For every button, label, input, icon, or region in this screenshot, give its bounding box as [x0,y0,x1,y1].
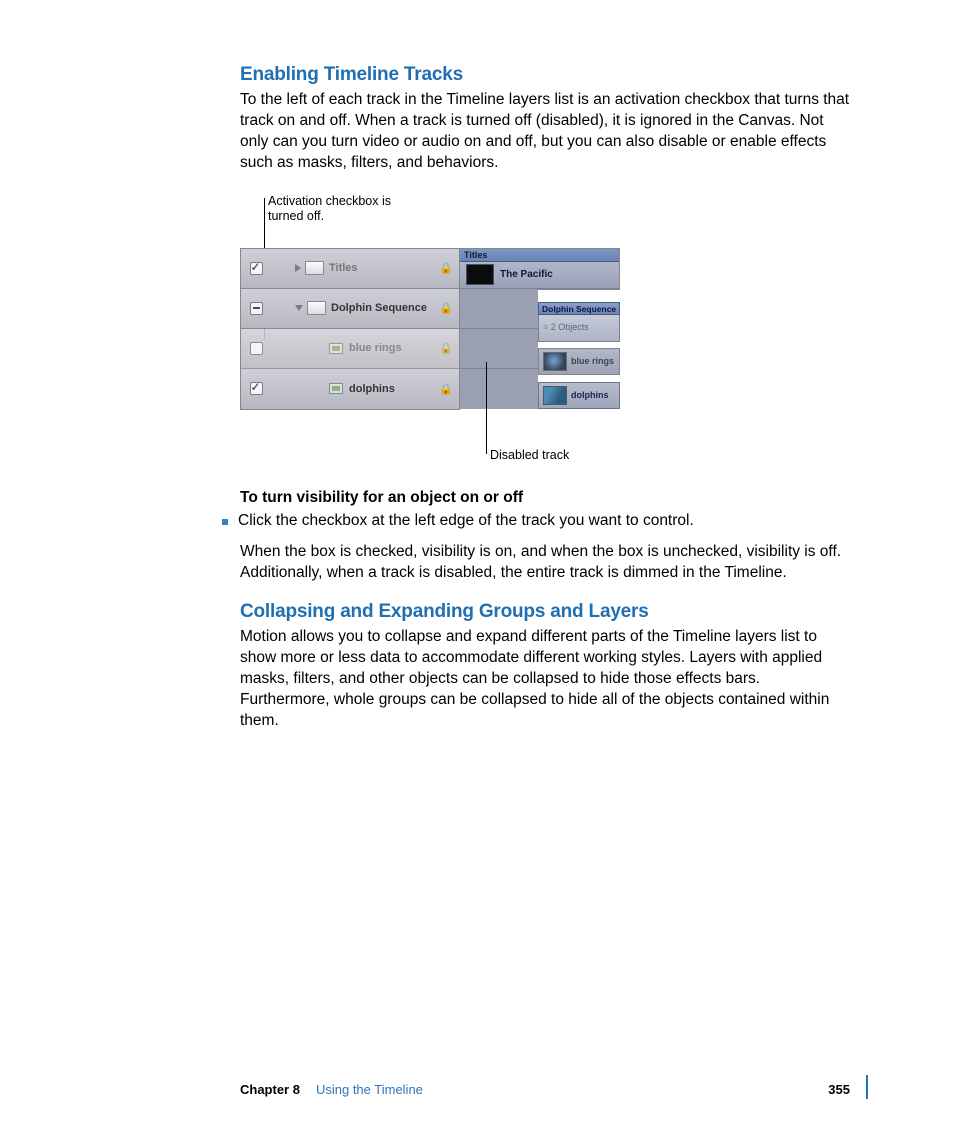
lock-icon[interactable]: 🔒 [439,262,453,275]
group-icon [306,262,323,274]
checkbox-dolphins[interactable] [250,382,263,395]
track-clip-pacific[interactable]: The Pacific [460,262,619,289]
row-label: Titles [329,262,358,274]
row-label: dolphins [349,383,395,395]
callout-activation-off: Activation checkbox is turned off. [268,194,428,225]
track-empty [460,369,538,409]
procedure-heading: To turn visibility for an object on or o… [240,489,850,507]
para-collapsing: Motion allows you to collapse and expand… [240,627,850,732]
page-content: Enabling Timeline Tracks To the left of … [240,64,850,746]
callout-line-bottom [486,362,487,454]
track-clip-dolphins[interactable]: dolphins [538,382,620,409]
step-text: Click the checkbox at the left edge of t… [238,511,694,532]
layer-row-blue-rings[interactable]: blue rings 🔒 [241,329,459,369]
disclosure-icon[interactable] [295,264,301,272]
para-enabling-tracks: To the left of each track in the Timelin… [240,90,850,174]
layer-row-titles[interactable]: Titles 🔒 [241,249,459,289]
callout-disabled-track: Disabled track [490,448,569,462]
clip-thumbnail [466,264,494,285]
figure-timeline: Activation checkbox is turned off. Title… [240,194,850,469]
lock-icon[interactable]: 🔒 [439,382,453,395]
lock-icon[interactable]: 🔒 [439,302,453,315]
clip-label: dolphins [571,390,609,400]
footer-chapter: Chapter 8 [240,1082,300,1097]
checkbox-titles[interactable] [250,262,263,275]
procedure-result: When the box is checked, visibility is o… [240,542,850,584]
clip-thumbnail [543,386,567,405]
footer-title: Using the Timeline [316,1082,423,1097]
layer-row-dolphins[interactable]: dolphins 🔒 [241,369,459,409]
clip-label: The Pacific [500,269,553,280]
group-header-label: Dolphin Sequence [538,302,620,315]
row-label: blue rings [349,342,402,354]
track-clip-blue-rings[interactable]: blue rings [538,348,620,375]
track-group-dolphin-seq[interactable]: Dolphin Sequence 2 Objects [538,302,620,342]
layer-row-dolphin-seq[interactable]: Dolphin Sequence 🔒 [241,289,459,329]
timeline-track-area: Titles The Pacific [460,248,620,290]
group-body-label: 2 Objects [538,315,620,342]
bullet-icon [222,519,228,525]
track-header-titles: Titles [460,249,619,262]
clip-icon [329,343,343,354]
track-empty [460,329,538,369]
heading-collapsing: Collapsing and Expanding Groups and Laye… [240,601,850,623]
page-footer: Chapter 8 Using the Timeline 355 [240,1082,850,1097]
clip-label: blue rings [571,356,614,366]
lock-icon[interactable]: 🔒 [439,342,453,355]
checkbox-blue-rings[interactable] [250,342,263,355]
disclosure-icon[interactable] [295,305,303,311]
row-label: Dolphin Sequence [331,302,427,314]
heading-enabling-tracks: Enabling Timeline Tracks [240,64,850,86]
footer-page-number: 355 [828,1082,850,1097]
procedure-step: Click the checkbox at the left edge of t… [222,511,850,532]
group-icon [308,302,325,314]
clip-icon [329,383,343,394]
footer-rule [866,1075,868,1099]
checkbox-dolphin-seq[interactable] [250,302,263,315]
timeline-layer-list: Titles 🔒 Dolphin Sequence 🔒 blue rings [240,248,460,410]
clip-thumbnail [543,352,567,371]
track-empty [460,289,538,329]
